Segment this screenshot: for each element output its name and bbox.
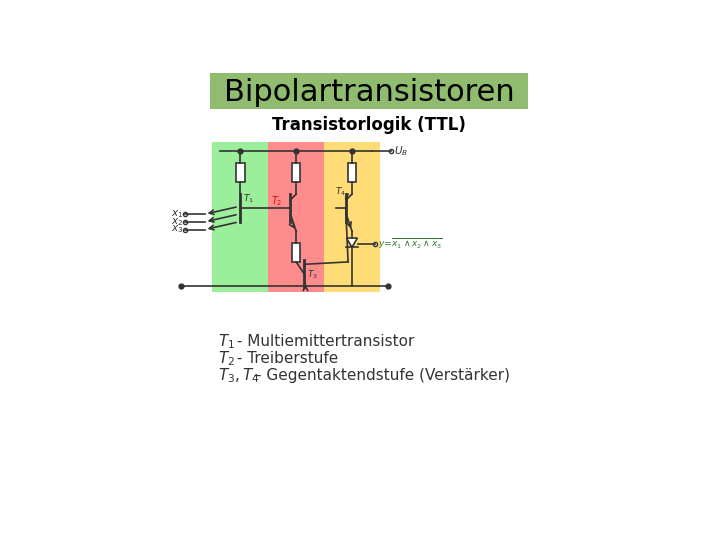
- Text: - Treiberstufe: - Treiberstufe: [232, 352, 338, 367]
- Text: $T_3$: $T_3$: [307, 268, 318, 281]
- Bar: [236, 164, 245, 182]
- Text: $y\!=\!\overline{x_1 \wedge x_2 \wedge x_3}$: $y\!=\!\overline{x_1 \wedge x_2 \wedge x…: [377, 237, 442, 251]
- Text: $T_1$: $T_1$: [243, 193, 253, 205]
- Bar: [269, 142, 324, 292]
- Text: $T_3, T_4$: $T_3, T_4$: [218, 367, 260, 385]
- Bar: [324, 142, 380, 292]
- Bar: [292, 244, 300, 262]
- Text: $T_4$: $T_4$: [335, 185, 346, 198]
- Bar: [292, 164, 300, 182]
- Text: – Gegentaktendstufe (Verstärker): – Gegentaktendstufe (Verstärker): [249, 368, 510, 383]
- FancyBboxPatch shape: [210, 72, 528, 110]
- Text: $T_1$: $T_1$: [218, 333, 235, 352]
- Text: $x_1$: $x_1$: [171, 208, 183, 220]
- Text: - Multiemittertransistor: - Multiemittertransistor: [232, 334, 414, 349]
- Text: $T_2$: $T_2$: [218, 349, 235, 368]
- Text: Transistorlogik (TTL): Transistorlogik (TTL): [272, 116, 466, 134]
- Text: $U_B$: $U_B$: [394, 144, 408, 158]
- Text: $x_2$: $x_2$: [171, 216, 183, 228]
- Polygon shape: [346, 238, 357, 247]
- Text: Bipolartransistoren: Bipolartransistoren: [224, 78, 514, 107]
- Text: $T_2$: $T_2$: [271, 194, 283, 208]
- Bar: [348, 164, 356, 182]
- Bar: [212, 142, 269, 292]
- Text: $x_3$: $x_3$: [171, 224, 183, 235]
